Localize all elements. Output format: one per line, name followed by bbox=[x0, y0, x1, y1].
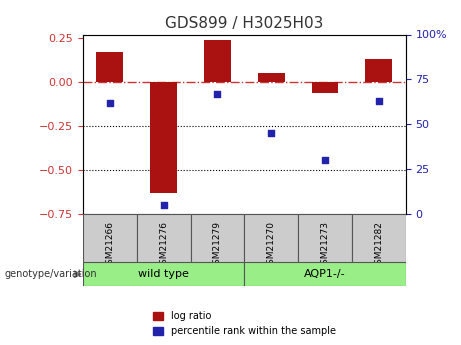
Text: GSM21279: GSM21279 bbox=[213, 221, 222, 270]
Text: GSM21266: GSM21266 bbox=[106, 221, 114, 270]
Point bbox=[106, 100, 113, 106]
Text: GSM21270: GSM21270 bbox=[267, 221, 276, 270]
Text: GSM21273: GSM21273 bbox=[320, 221, 330, 270]
FancyBboxPatch shape bbox=[244, 262, 406, 286]
FancyBboxPatch shape bbox=[83, 214, 137, 262]
Text: wild type: wild type bbox=[138, 269, 189, 279]
Bar bbox=[312, 82, 338, 92]
Point bbox=[375, 98, 383, 104]
FancyBboxPatch shape bbox=[352, 214, 406, 262]
FancyBboxPatch shape bbox=[137, 214, 190, 262]
Bar bbox=[204, 40, 231, 82]
Text: genotype/variation: genotype/variation bbox=[5, 269, 97, 279]
Point bbox=[267, 130, 275, 136]
FancyBboxPatch shape bbox=[244, 214, 298, 262]
Legend: log ratio, percentile rank within the sample: log ratio, percentile rank within the sa… bbox=[149, 307, 339, 340]
Text: AQP1-/-: AQP1-/- bbox=[304, 269, 346, 279]
Text: GSM21276: GSM21276 bbox=[159, 221, 168, 270]
Bar bbox=[258, 73, 284, 82]
Text: GSM21282: GSM21282 bbox=[374, 221, 383, 270]
Point bbox=[321, 157, 329, 163]
FancyBboxPatch shape bbox=[190, 214, 244, 262]
Bar bbox=[365, 59, 392, 82]
Title: GDS899 / H3025H03: GDS899 / H3025H03 bbox=[165, 16, 324, 31]
Point bbox=[214, 91, 221, 97]
Bar bbox=[96, 52, 123, 82]
Point bbox=[160, 202, 167, 208]
Bar bbox=[150, 82, 177, 193]
FancyBboxPatch shape bbox=[298, 214, 352, 262]
FancyBboxPatch shape bbox=[83, 262, 244, 286]
